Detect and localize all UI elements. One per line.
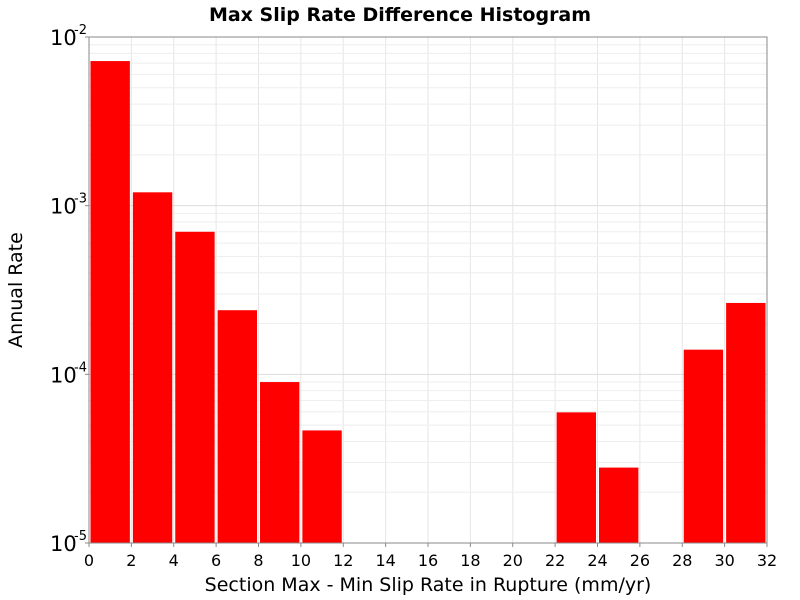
histogram-bar — [683, 349, 724, 543]
y-tick-exponent: -5 — [74, 529, 87, 544]
y-tick-exponent: -4 — [74, 360, 87, 375]
x-tick-label: 4 — [169, 551, 179, 570]
x-tick-label: 22 — [545, 551, 565, 570]
histogram-bar — [726, 302, 766, 543]
y-tick-base: 10 — [50, 26, 77, 50]
x-tick-label: 14 — [375, 551, 395, 570]
histogram-bar — [132, 192, 173, 543]
x-tick-label: 0 — [84, 551, 94, 570]
histogram-bar — [175, 231, 215, 543]
histogram-bar — [260, 382, 300, 543]
x-tick-label: 32 — [757, 551, 777, 570]
y-tick-base: 10 — [50, 532, 77, 556]
histogram-bar — [556, 412, 596, 543]
bars — [90, 61, 766, 543]
y-tick-label: 10-3 — [50, 192, 87, 219]
y-axis-label: Annual Rate — [5, 232, 27, 348]
x-tick-label: 18 — [460, 551, 480, 570]
y-tick-base: 10 — [50, 363, 77, 387]
x-axis-ticks: 0 2 4 6 8 10 12 14 16 18 20 22 24 26 28 30 32 — [84, 543, 777, 570]
x-axis-label: Section Max - Min Slip Rate in Rupture (… — [205, 574, 652, 596]
x-tick-label: 28 — [672, 551, 692, 570]
y-axis-ticks: 10-210-310-410-5 — [50, 23, 89, 556]
chart-title: Max Slip Rate Difference Histogram — [209, 4, 591, 26]
x-tick-label: 26 — [630, 551, 650, 570]
histogram-bar — [302, 430, 342, 543]
x-tick-label: 2 — [126, 551, 136, 570]
x-tick-label: 10 — [291, 551, 311, 570]
x-tick-label: 30 — [714, 551, 734, 570]
y-tick-label: 10-4 — [50, 360, 87, 387]
y-tick-exponent: -2 — [74, 23, 87, 38]
histogram-bar — [217, 310, 257, 543]
x-tick-label: 16 — [418, 551, 438, 570]
x-tick-label: 12 — [333, 551, 353, 570]
x-tick-label: 6 — [211, 551, 221, 570]
y-tick-label: 10-2 — [50, 23, 87, 50]
histogram-bar — [599, 467, 639, 543]
x-tick-label: 8 — [253, 551, 263, 570]
x-tick-label: 24 — [587, 551, 607, 570]
histogram-bar — [90, 61, 130, 543]
y-tick-base: 10 — [50, 195, 77, 219]
y-tick-exponent: -3 — [74, 192, 87, 207]
x-tick-label: 20 — [503, 551, 523, 570]
y-tick-label: 10-5 — [50, 529, 87, 556]
